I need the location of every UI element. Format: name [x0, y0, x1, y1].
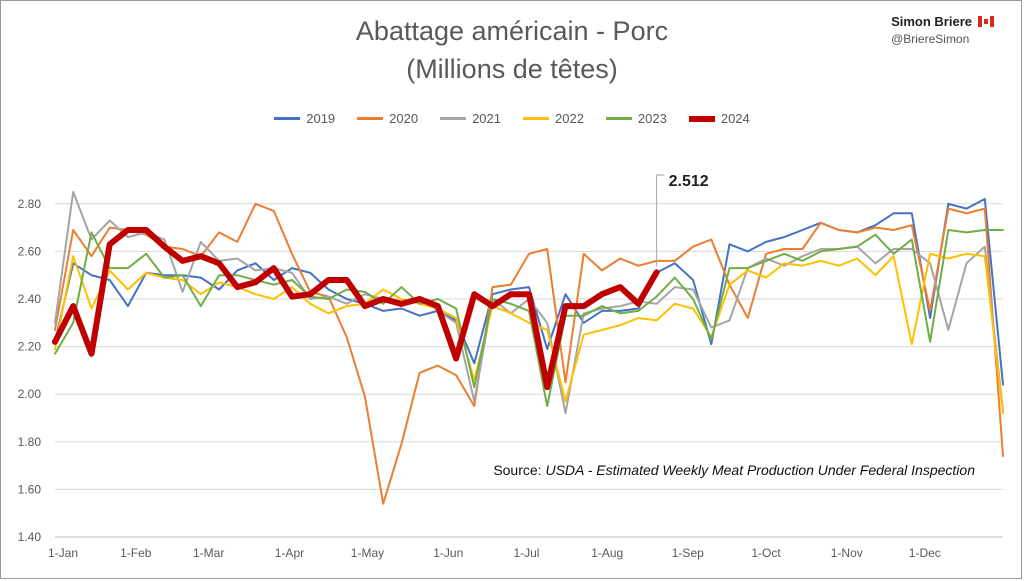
- x-tick-label: 1-Sep: [672, 546, 704, 560]
- x-tick-label: 1-Nov: [831, 546, 863, 560]
- legend-swatch: [440, 117, 467, 120]
- legend-item-2021: 2021: [440, 111, 501, 126]
- legend-item-2020: 2020: [357, 111, 418, 126]
- brand-name-row: Simon Briere: [891, 14, 994, 29]
- series-line-2023: [54, 229, 1004, 408]
- legend-item-2024: 2024: [688, 111, 750, 126]
- x-tick-label: 1-Feb: [120, 546, 152, 560]
- chart-title: Abattage américain - Porc: [355, 16, 669, 46]
- x-tick-label: 1-Mar: [193, 546, 224, 560]
- y-tick-label: 2.60: [18, 244, 42, 258]
- x-tick-label: 1-Jun: [433, 546, 463, 560]
- y-tick-label: 2.80: [18, 197, 42, 211]
- x-tick-label: 1-Oct: [751, 546, 781, 560]
- brand-handle: @BriereSimon: [891, 32, 970, 46]
- legend-swatch: [605, 117, 632, 120]
- legend-label: 2020: [389, 111, 419, 126]
- series-line-2024: [52, 227, 660, 391]
- y-tick-label: 1.60: [18, 482, 42, 496]
- y-tick-label: 2.00: [18, 387, 42, 401]
- y-tick-label: 1.40: [18, 530, 42, 544]
- x-tick-label: 1-Aug: [591, 546, 623, 560]
- legend-label: 2019: [306, 111, 336, 126]
- legend-label: 2021: [472, 111, 501, 126]
- x-tick-label: 1-May: [351, 546, 384, 560]
- canada-flag-icon: [978, 16, 994, 27]
- legend-label: 2022: [555, 111, 584, 126]
- chart-subtitle: (Millions de têtes): [406, 54, 618, 84]
- source-note: Source: USDA - Estimated Weekly Meat Pro…: [493, 462, 975, 478]
- legend-swatch: [357, 117, 384, 120]
- legend-item-2019: 2019: [274, 111, 335, 126]
- brand-name: Simon Briere: [891, 14, 972, 29]
- legend-swatch: [523, 117, 549, 120]
- x-tick-label: 1-Dec: [909, 546, 941, 560]
- legend-swatch: [688, 115, 715, 122]
- author-brand: Simon Briere @BriereSimon: [891, 14, 994, 46]
- series-line-2020: [54, 202, 1004, 505]
- chart-legend: 2019 2020 2021 2022 2023 2024: [0, 111, 1024, 126]
- legend-item-2023: 2023: [605, 111, 667, 126]
- y-tick-label: 2.20: [18, 340, 42, 354]
- annotation-leader: [656, 174, 665, 267]
- legend-swatch: [274, 117, 301, 120]
- legend-item-2022: 2022: [523, 111, 584, 126]
- x-tick-label: 1-Jul: [513, 546, 539, 560]
- x-tick-label: 1-Jan: [48, 546, 78, 560]
- legend-label: 2023: [637, 111, 667, 126]
- y-tick-label: 2.40: [18, 292, 42, 306]
- x-tick-label: 1-Apr: [275, 546, 304, 560]
- legend-label: 2024: [720, 111, 750, 126]
- y-tick-label: 1.80: [18, 435, 42, 449]
- annotation-label: 2.512: [669, 173, 709, 190]
